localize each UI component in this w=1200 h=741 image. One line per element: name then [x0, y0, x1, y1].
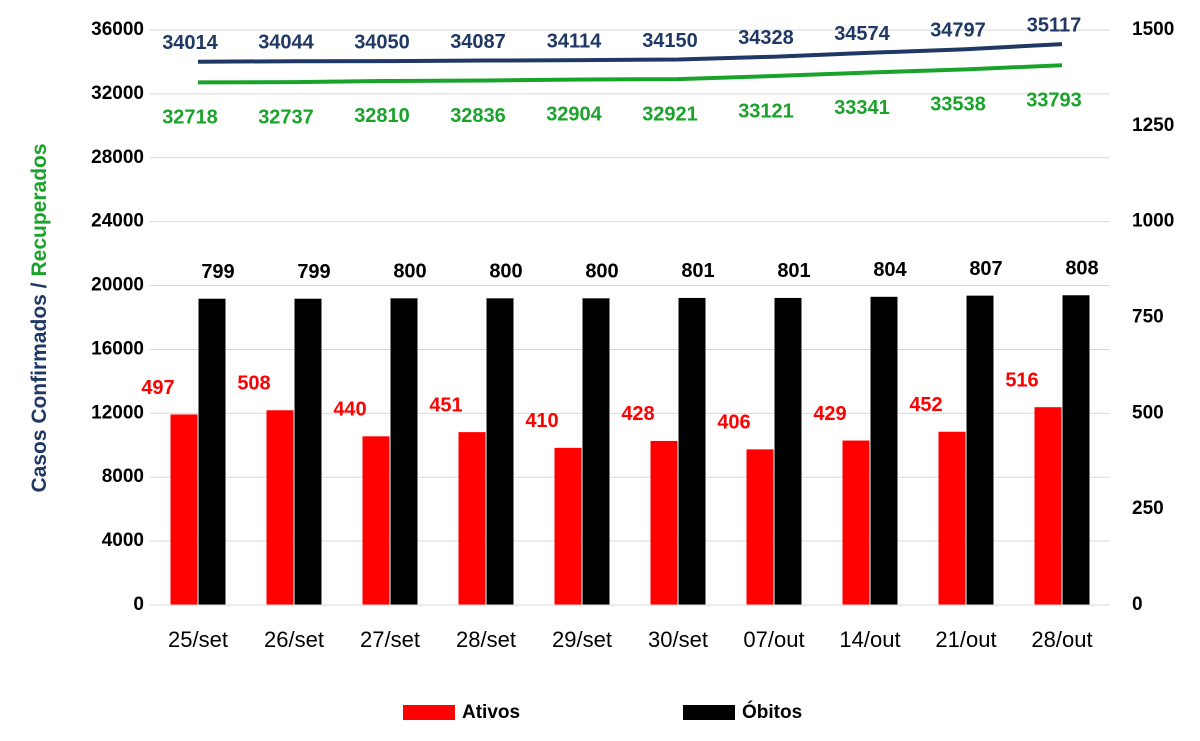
line [197, 42, 1063, 64]
data-label: 34050 [354, 31, 410, 53]
bar [746, 449, 774, 605]
x-tick-label: 30/set [648, 627, 708, 652]
bar [774, 297, 802, 605]
data-label: 34797 [930, 19, 986, 41]
data-label: 804 [873, 259, 907, 281]
x-tick-label: 07/out [743, 627, 804, 652]
y-axis-label: Casos Confirmados / Recuperados [28, 143, 51, 492]
data-label: 429 [813, 403, 846, 425]
data-label: 800 [393, 261, 426, 283]
legend-label: Óbitos [742, 701, 802, 723]
bar [650, 440, 678, 605]
x-tick-label: 14/out [839, 627, 900, 652]
bar [294, 298, 322, 605]
data-label: 32718 [162, 107, 218, 129]
y-tick-label: 36000 [91, 19, 144, 40]
data-label: 33121 [738, 100, 794, 122]
bar [870, 296, 898, 605]
data-label: 34574 [834, 23, 890, 45]
bar [458, 432, 486, 605]
data-label: 451 [429, 394, 462, 416]
legend-label: Ativos [462, 702, 520, 723]
data-label: 452 [909, 394, 942, 416]
bar [1062, 295, 1090, 605]
y-tick-label: 0 [133, 594, 144, 615]
bar [170, 414, 198, 605]
data-label: 801 [681, 260, 714, 282]
y-axis-label-part: Casos Confirmados / [28, 282, 51, 492]
data-label: 410 [525, 410, 558, 432]
data-label: 32737 [258, 106, 314, 128]
data-label: 34328 [738, 27, 794, 49]
x-tick-label: 29/set [552, 627, 612, 652]
bar [678, 297, 706, 605]
bar [266, 410, 294, 605]
data-label: 428 [621, 403, 654, 425]
y-tick-label: 28000 [91, 147, 144, 168]
data-label: 799 [297, 261, 330, 283]
data-label: 32904 [546, 104, 602, 126]
data-label: 33538 [930, 94, 986, 116]
bar [938, 431, 966, 605]
data-label: 32810 [354, 105, 410, 127]
data-label: 801 [777, 260, 810, 282]
y2-tick-label: 1250 [1132, 115, 1174, 136]
data-label: 33341 [834, 97, 890, 119]
y-tick-label: 16000 [91, 338, 144, 359]
data-label: 35117 [1027, 14, 1082, 36]
legend-swatch [403, 705, 455, 720]
data-label: 497 [141, 377, 174, 399]
y2-tick-label: 1000 [1132, 211, 1174, 232]
y2-tick-label: 500 [1132, 402, 1164, 423]
data-label: 800 [489, 261, 522, 283]
x-tick-label: 26/set [264, 627, 324, 652]
y-tick-label: 24000 [91, 211, 144, 232]
y-tick-label: 32000 [91, 83, 144, 104]
x-tick-label: 27/set [360, 627, 420, 652]
y-tick-label: 8000 [102, 466, 144, 487]
y2-tick-label: 1500 [1132, 19, 1174, 40]
y-tick-label: 4000 [102, 530, 144, 551]
data-label: 34150 [642, 30, 698, 52]
data-label: 34014 [162, 32, 218, 54]
x-tick-label: 28/set [456, 627, 516, 652]
bar [1034, 407, 1062, 605]
x-tick-label: 21/out [935, 627, 996, 652]
bar [198, 298, 226, 605]
data-label: 800 [585, 261, 618, 283]
bar [486, 298, 514, 605]
data-label: 508 [237, 373, 270, 395]
x-tick-label: 25/set [168, 627, 228, 652]
bar [390, 298, 418, 605]
bar [966, 295, 994, 605]
data-label: 33793 [1026, 90, 1082, 112]
data-label: 32836 [450, 105, 506, 127]
data-label: 516 [1005, 369, 1038, 391]
data-label: 440 [333, 399, 366, 421]
bar [554, 447, 582, 605]
data-label: 808 [1065, 258, 1098, 280]
y2-tick-label: 0 [1132, 594, 1143, 615]
bar [362, 436, 390, 605]
x-tick-label: 28/out [1031, 627, 1092, 652]
y2-tick-label: 250 [1132, 498, 1164, 519]
y2-tick-label: 750 [1132, 307, 1164, 328]
data-label: 34044 [258, 32, 314, 54]
bar [582, 298, 610, 605]
y-axis-label-part: Recuperados [28, 143, 51, 276]
y-tick-label: 12000 [91, 402, 144, 423]
data-label: 406 [717, 412, 750, 434]
y-tick-label: 20000 [91, 275, 144, 296]
line [197, 63, 1063, 85]
data-label: 807 [969, 258, 1002, 280]
bar [842, 440, 870, 605]
data-label: 34114 [547, 30, 602, 52]
data-label: 34087 [450, 31, 506, 53]
legend-swatch [683, 705, 735, 720]
data-label: 32921 [642, 103, 698, 125]
data-label: 799 [201, 261, 234, 283]
